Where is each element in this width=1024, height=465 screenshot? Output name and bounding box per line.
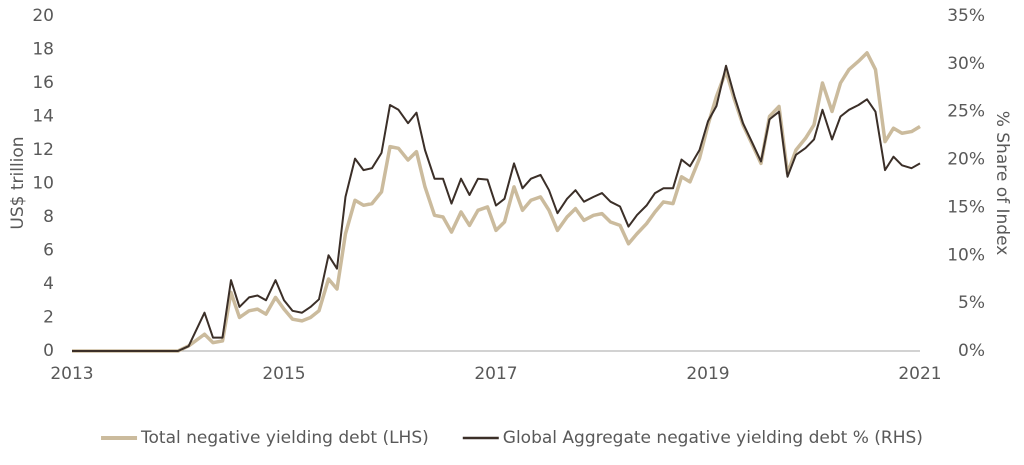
y-tick-label: 8	[43, 207, 54, 227]
series-line	[72, 64, 921, 352]
x-tick-label: 2013	[50, 364, 93, 384]
series-line	[72, 51, 921, 353]
y-tick-label: 18	[32, 40, 54, 60]
x-tick-label: 2021	[898, 364, 941, 384]
y-tick-label: 14	[32, 107, 54, 127]
y-axis-label: US$ trillion	[8, 136, 28, 229]
y2-tick-label: 15%	[947, 197, 985, 217]
x-tick-label: 2015	[262, 364, 305, 384]
y2-tick-label: 30%	[947, 54, 985, 74]
x-tick-label: 2017	[474, 364, 517, 384]
y-tick-label: 10	[32, 174, 54, 194]
y-tick-label: 20	[32, 6, 54, 26]
y2-tick-label: 10%	[947, 245, 985, 265]
y2-tick-label: 20%	[947, 150, 985, 170]
y-tick-label: 0	[43, 341, 54, 361]
y-tick-label: 16	[32, 73, 54, 93]
legend-label: Total negative yielding debt (LHS)	[140, 428, 429, 448]
y2-tick-label: 0%	[958, 341, 985, 361]
y2-tick-label: 5%	[958, 293, 985, 313]
y-tick-label: 12	[32, 140, 54, 160]
y-tick-label: 6	[43, 241, 54, 261]
y2-tick-label: 25%	[947, 102, 985, 122]
y2-tick-label: 35%	[947, 6, 985, 26]
y2-axis-label: % Share of Index	[992, 111, 1012, 256]
legend-label: Global Aggregate negative yielding debt …	[503, 428, 923, 448]
y-tick-label: 2	[43, 308, 54, 328]
x-tick-label: 2019	[686, 364, 729, 384]
y-tick-label: 4	[43, 274, 54, 294]
